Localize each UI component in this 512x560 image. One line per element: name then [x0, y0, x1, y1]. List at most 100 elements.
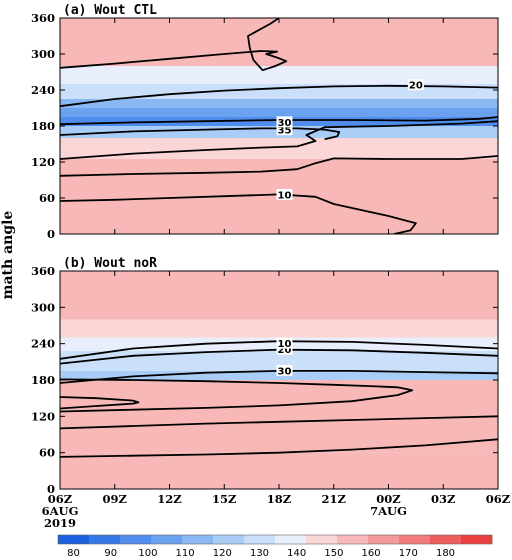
- panel-b-contour-label-bg: [276, 343, 293, 355]
- colorbar-swatch: [430, 535, 462, 544]
- x-tick-label: 21Z: [322, 492, 346, 506]
- colorbar-swatch: [306, 535, 338, 544]
- panel-a-band: [60, 66, 498, 84]
- panel-b-y-tick-label: 60: [39, 446, 55, 460]
- panel-b-y-tick-label: 360: [31, 264, 55, 278]
- colorbar-frame: [57, 534, 493, 545]
- panel-b-contour-label: 10: [278, 339, 292, 350]
- colorbar-swatch: [182, 535, 214, 544]
- panel-b-contour-label-bg: [276, 337, 293, 349]
- panel-b-y-tick-label: 300: [31, 300, 55, 314]
- colorbar-tick-label: 120: [213, 548, 232, 559]
- panel-a-y-tick-label: 180: [31, 119, 55, 133]
- colorbar: 80 90 100 110 120 130 140 150 160 170 180: [57, 534, 493, 559]
- panel-a-contour-label-bg: [407, 79, 424, 91]
- panel-a-contour-label-bg: [276, 189, 293, 200]
- panel-b-contour-line: [60, 396, 140, 410]
- y-axis-label: math angle: [0, 211, 16, 300]
- panel-a-band: [60, 138, 498, 159]
- x-tick-label: 03Z: [431, 492, 455, 506]
- panel-b-field: [60, 271, 498, 489]
- panel-a-y-tick-label: 0: [47, 227, 55, 241]
- x-date-label: 7AUG: [370, 504, 407, 518]
- panel-b-band: [60, 380, 498, 453]
- x-tick-label: 18Z: [267, 492, 291, 506]
- colorbar-tick-label: 90: [104, 548, 117, 559]
- x-tick-label: 00Z: [376, 492, 400, 506]
- panel-b-y-tick-label: 0: [47, 482, 55, 496]
- panel-b-y-tick-label: 180: [31, 373, 55, 387]
- colorbar-swatch: [120, 535, 152, 544]
- panel-b-contour-label: 30: [278, 366, 292, 377]
- panel-a-contour-line: [60, 116, 498, 126]
- panel-b-y-tick-label: 240: [31, 337, 55, 351]
- panel-a-y-ticks: 0 60 120 180 240 300 360: [31, 11, 499, 241]
- panel-a-title: (a) Wout CTL: [63, 3, 157, 18]
- colorbar-tick-label: 180: [436, 548, 455, 559]
- panel-a-contour-line: [60, 193, 417, 234]
- x-date-label: 6AUG: [42, 504, 79, 518]
- colorbar-tick-label: 100: [138, 548, 157, 559]
- panel-b-band: [60, 271, 498, 320]
- x-tick-label: 09Z: [103, 492, 127, 506]
- panel-a-band: [60, 99, 498, 108]
- panel-a-y-tick-label: 360: [31, 11, 55, 25]
- panel-a-field: [60, 18, 498, 234]
- panel-b-contour-label: 20: [278, 345, 292, 356]
- x-tick-label: 12Z: [157, 492, 181, 506]
- panel-a-y-tick-label: 240: [31, 83, 55, 97]
- x-date-label: 2019: [44, 516, 76, 530]
- colorbar-swatch: [368, 535, 400, 544]
- panel-b-title: (b) Wout noR: [63, 256, 157, 271]
- panel-a-contour-line: [60, 120, 498, 160]
- colorbar-tick-label: 110: [176, 548, 195, 559]
- colorbar-tick-label: 160: [362, 548, 381, 559]
- panel-a-band: [60, 84, 498, 99]
- panel-a-y-tick-label: 120: [31, 155, 55, 169]
- panel-a-contour-label-bg: [276, 124, 293, 136]
- colorbar-swatch: [399, 535, 431, 544]
- panel-b-contour-label-bg: [276, 364, 293, 376]
- colorbar-swatch: [151, 535, 183, 544]
- x-tick-label: 15Z: [212, 492, 236, 506]
- panel-b-band: [60, 452, 498, 489]
- colorbar-swatch: [337, 535, 369, 544]
- panel-b-contour-line: [60, 378, 414, 413]
- colorbar-tick-label: 130: [250, 548, 269, 559]
- panel-b-band: [60, 350, 498, 361]
- panel-b-contour-line: [60, 438, 498, 458]
- panel-a-contour-label: 35: [278, 126, 292, 137]
- panel-a-contour-label-bg: [276, 116, 293, 128]
- panel-a-contour-line: [60, 127, 341, 141]
- colorbar-swatch: [89, 535, 121, 544]
- colorbar-tick-label: 80: [67, 548, 80, 559]
- panel-a-contour-line: [60, 155, 498, 177]
- colorbar-tick-label: 150: [324, 548, 343, 559]
- panel-b-contour-line: [60, 415, 498, 430]
- panel-a-contour-label: 20: [409, 81, 423, 92]
- panel-a-contour-label: 30: [278, 118, 292, 129]
- x-tick-label: 06Z: [486, 492, 510, 506]
- panel-a-contour-label: 10: [278, 191, 292, 202]
- panel-b-y-tick-label: 120: [31, 409, 55, 423]
- panel-a-band: [60, 198, 498, 234]
- colorbar-swatch: [461, 535, 493, 544]
- colorbar-swatch: [244, 535, 276, 544]
- colorbar-tick-label: 140: [287, 548, 306, 559]
- x-tick-label: 06Z: [48, 492, 72, 506]
- panel-b-y-ticks: 0 60 120 180 240 300 360: [31, 264, 499, 496]
- colorbar-swatch: [58, 535, 90, 544]
- panel-a-contour-line: [60, 84, 498, 108]
- colorbar-tick-label: 170: [399, 548, 418, 559]
- panel-a-contour-line: [60, 18, 288, 72]
- panel-b-band: [60, 319, 498, 338]
- colorbar-swatch: [275, 535, 307, 544]
- panel-a-band: [60, 108, 498, 117]
- colorbar-swatch: [213, 535, 245, 544]
